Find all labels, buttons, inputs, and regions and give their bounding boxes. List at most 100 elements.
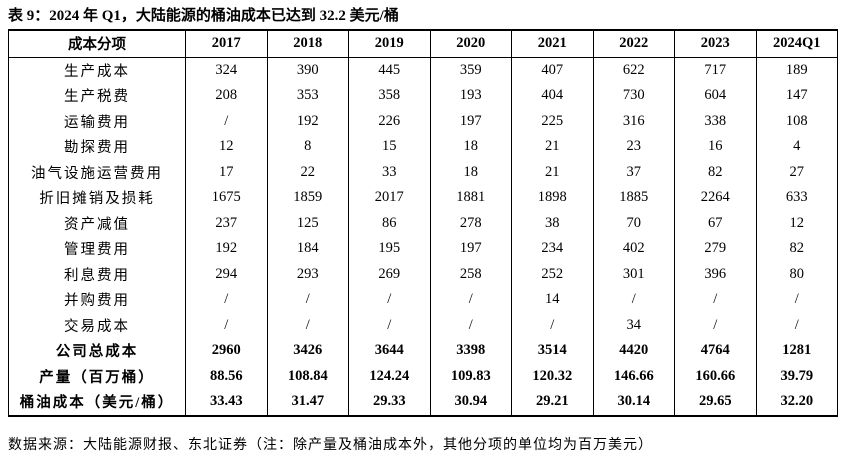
cell: 359 [429,57,512,83]
cell: 407 [511,57,594,83]
cell: 195 [348,236,431,262]
cell: 293 [266,261,349,287]
cost-table: 成本分项 2017 2018 2019 2020 2021 2022 2023 2024Q1 生… [8,29,838,417]
cell: 70 [592,210,675,236]
cell: 8 [266,134,349,160]
table-row: 公司总成本 2960 3426 3644 3398 3514 4420 4764 1281 [8,338,838,364]
cell: / [348,312,431,338]
cell: / [185,108,268,134]
cell: 1859 [266,185,349,211]
cell: / [674,287,757,313]
row-label: 资产减值 [8,210,186,236]
cell: 1281 [755,338,838,364]
cell: 33.43 [185,389,268,417]
cell: 18 [429,134,512,160]
cell: 4764 [674,338,757,364]
row-label: 折旧摊销及损耗 [8,185,186,211]
cell: 3644 [348,338,431,364]
source-note: 数据来源：大陆能源财报、东北证券（注：除产量及桶油成本外，其他分项的单位均为百万… [8,438,653,453]
cell: 16 [674,134,757,160]
cell: 23 [592,134,675,160]
cell: 160.66 [674,363,757,389]
cell: 2264 [674,185,757,211]
row-label: 勘探费用 [8,134,186,160]
cell: / [592,287,675,313]
cell: 38 [511,210,594,236]
table-row: 管理费用 192 184 195 197 234 402 279 82 [8,236,838,262]
cell: 316 [592,108,675,134]
table-row: 生产成本 324 390 445 359 407 622 717 189 [8,57,838,83]
column-header: 2020 [429,29,512,58]
cell: 269 [348,261,431,287]
cell: 29.65 [674,389,757,417]
cell: / [429,287,512,313]
cell: 22 [266,159,349,185]
table-row: 并购费用 / / //14// / [8,287,838,313]
cell: 225 [511,108,594,134]
cell: 108 [755,108,838,134]
table-row: 桶油成本（美元/桶） 33.43 31.47 29.33 30.94 29.21 30.14… [8,389,838,417]
cell: 12 [755,210,838,236]
cell: 109.83 [429,363,512,389]
table-title: 表 9：2024 年 Q1，大陆能源的桶油成本已达到 32.2 美元/桶 [8,8,399,24]
row-label: 公司总成本 [8,338,186,364]
column-header: 2021 [511,29,594,58]
cell: 197 [429,236,512,262]
cell: 15 [348,134,431,160]
cell: / [266,312,349,338]
row-label: 桶油成本（美元/桶） [8,389,186,417]
cell: 324 [185,57,268,83]
table-row: 运输费用/192 226 197 225 316 338 108 [8,108,838,134]
cell: / [185,312,268,338]
cell: 404 [511,83,594,109]
cell: 147 [755,83,838,109]
cell: 2960 [185,338,268,364]
cell: 396 [674,261,757,287]
row-label: 产量（百万桶） [8,363,186,389]
cell: 14 [511,287,594,313]
cell: 252 [511,261,594,287]
cell: / [429,312,512,338]
cell: 21 [511,134,594,160]
cell: 184 [266,236,349,262]
cell: / [674,312,757,338]
cell: 604 [674,83,757,109]
cell: 29.33 [348,389,431,417]
cell: 18 [429,159,512,185]
cell: 82 [674,159,757,185]
cell: 226 [348,108,431,134]
cell: 717 [674,57,757,83]
table-row: 交易成本 / / / //34// [8,312,838,338]
cell: 125 [266,210,349,236]
row-label: 并购费用 [8,287,186,313]
cell: 29.21 [511,389,594,417]
column-header: 2018 [266,29,349,58]
cell: 4 [755,134,838,160]
cell: 82 [755,236,838,262]
column-header: 2017 [185,29,268,58]
cell: 730 [592,83,675,109]
column-header: 成本分项 [8,29,186,58]
cell: 37 [592,159,675,185]
cell: 88.56 [185,363,268,389]
cell: 124.24 [348,363,431,389]
row-label: 交易成本 [8,312,186,338]
cell: 31.47 [266,389,349,417]
cell: 33 [348,159,431,185]
table-row: 生产税费 208 353 358 193 404 730 604 147 [8,83,838,109]
table-row: 勘探费用 12 8 15 18 21 23 16 4 [8,134,838,160]
cell: 278 [429,210,512,236]
cell: 2017 [348,185,431,211]
cell: 294 [185,261,268,287]
cell: / [511,312,594,338]
cell: / [185,287,268,313]
cell: 1885 [592,185,675,211]
row-label: 生产成本 [8,57,186,83]
cell: 4420 [592,338,675,364]
cell: 390 [266,57,349,83]
cell: 21 [511,159,594,185]
cell: 86 [348,210,431,236]
cell: 80 [755,261,838,287]
table-body: 生产成本 324 390 445 359 407 622 717 189 生产税费 208 353 35… [8,57,838,417]
